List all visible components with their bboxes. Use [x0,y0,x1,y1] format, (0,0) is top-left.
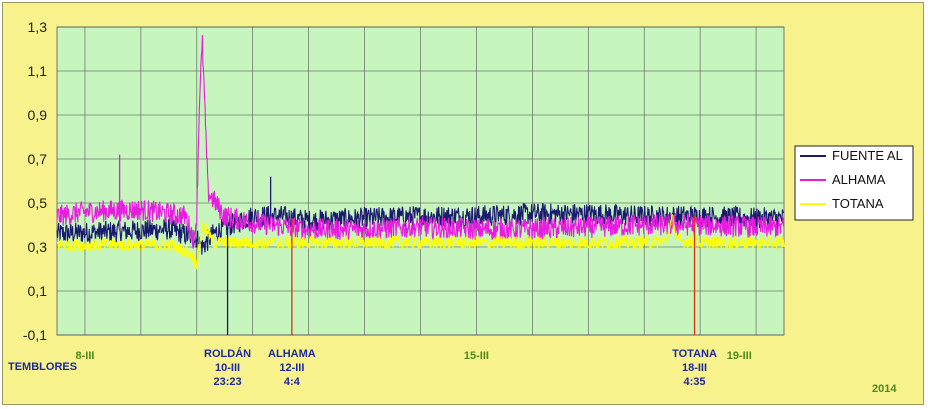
event-label: TOTANA [672,348,717,360]
date-label: 19-III [727,350,752,362]
event-label: 23:23 [213,376,241,388]
series-line-2 [56,35,785,249]
y-tick-label: 0,1 [28,283,48,299]
y-tick-label: 0,9 [28,107,48,123]
event-label: 18-III [682,362,707,374]
date-label: 8-III [75,350,94,362]
legend-box [794,145,914,221]
legend-entry: ALHAMA [832,172,886,187]
y-tick-label: 1,3 [28,19,48,35]
y-tick-labels: 1,3 1,1 0,9 0,7 0,5 0,3 0,1 -0,1 [23,19,47,343]
y-tick-label: 0,3 [28,239,48,255]
legend-entry: TOTANA [832,196,884,211]
event-label: 4:35 [684,376,706,388]
event-labels: TEMBLORES 2014 ROLDÁN 10-III 23:23 ALHAMA 12… [8,347,897,395]
y-tick-label: 0,5 [28,195,48,211]
event-label-left: TEMBLORES [8,361,77,373]
y-tick-label: 1,1 [28,63,48,79]
event-label: 4:4 [284,376,301,388]
y-tick-label: 0,7 [28,151,48,167]
series-group [56,35,785,335]
event-label: 12-III [279,362,304,374]
event-label: ROLDÁN [204,347,251,360]
year-label: 2014 [872,383,897,395]
y-tick-label: -0,1 [23,327,47,343]
event-label: 10-III [215,362,240,374]
series-line-3 [56,212,785,270]
legend-entry: FUENTE AL [832,148,903,163]
date-label: 15-III [464,350,489,362]
legend: FUENTE AL ALHAMA TOTANA [794,145,914,221]
event-label: ALHAMA [268,348,316,360]
